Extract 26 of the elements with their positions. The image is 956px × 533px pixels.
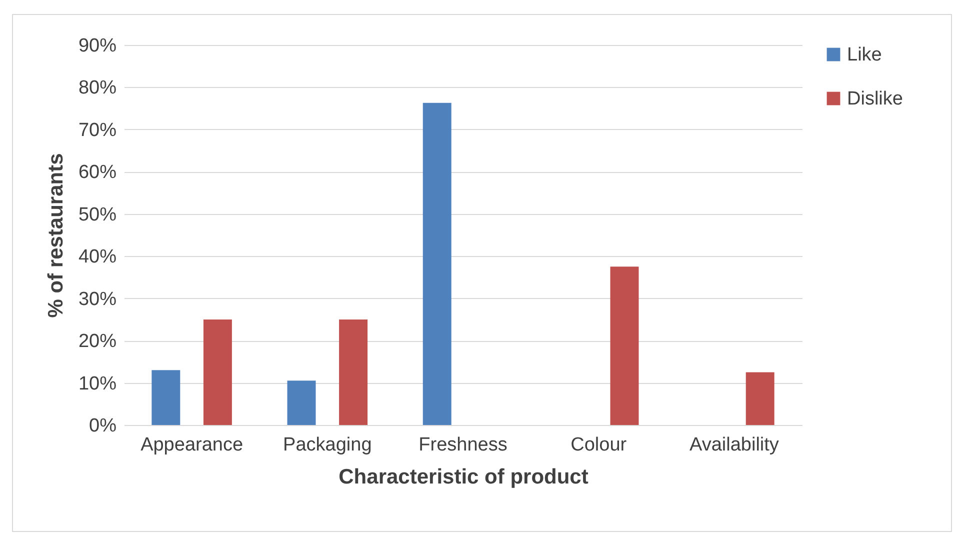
x-tick-label: Packaging xyxy=(283,434,372,456)
legend-label: Dislike xyxy=(847,88,903,110)
y-tick-label: 30% xyxy=(78,288,117,310)
x-tick-label: Colour xyxy=(570,434,628,456)
bar xyxy=(203,319,232,425)
bar xyxy=(746,372,774,425)
bar xyxy=(287,380,316,425)
bar xyxy=(339,319,368,425)
x-tick-label: Availability xyxy=(689,434,780,456)
y-tick-label: 90% xyxy=(78,36,117,56)
y-tick-label: 80% xyxy=(78,78,117,99)
bar xyxy=(610,266,639,425)
y-axis-title: % of restaurants xyxy=(44,153,68,318)
bar xyxy=(422,102,452,425)
y-tick-label: 50% xyxy=(78,204,117,226)
bar xyxy=(152,370,180,425)
y-tick-label: 40% xyxy=(78,246,117,268)
y-tick-label: 20% xyxy=(78,331,117,352)
y-tick-label: 0% xyxy=(89,416,117,436)
x-tick-label: Appearance xyxy=(140,434,244,456)
x-axis-title: Characteristic of product xyxy=(338,466,588,488)
legend-label: Like xyxy=(847,44,882,66)
x-tick-label: Freshness xyxy=(418,434,508,456)
y-tick-label: 60% xyxy=(78,162,117,184)
y-tick-label: 10% xyxy=(78,373,117,394)
y-tick-label: 70% xyxy=(78,120,117,141)
